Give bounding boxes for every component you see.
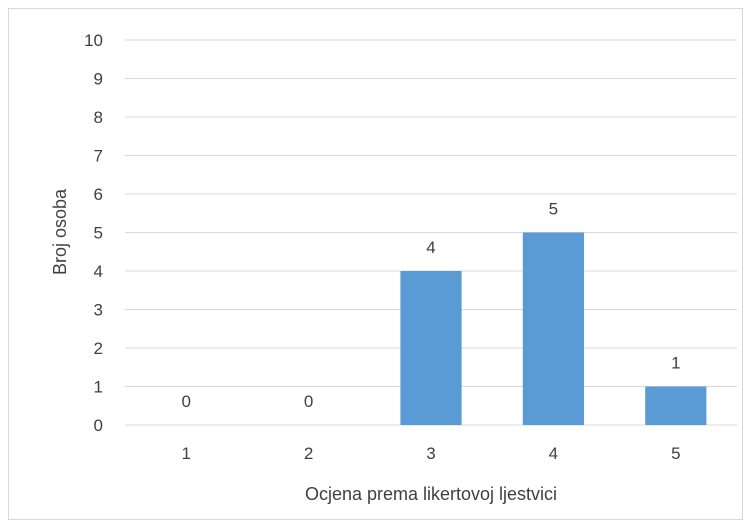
y-tick-label: 2	[94, 339, 103, 358]
y-tick-label: 8	[94, 108, 103, 127]
y-axis-title: Broj osoba	[50, 188, 70, 275]
bar-5	[645, 386, 707, 425]
gridlines	[125, 39, 737, 426]
x-tick-label-5: 5	[671, 444, 680, 463]
y-tick-label: 0	[94, 416, 103, 435]
bar-4	[522, 232, 584, 425]
x-tick-label-3: 3	[426, 444, 435, 463]
y-tick-label: 1	[94, 378, 103, 397]
data-labels: 0 0 4 5 1	[181, 200, 680, 412]
data-label-3: 4	[426, 238, 435, 257]
y-axis-ticks: 0 1 2 3 4 5 6 7 8 9 10	[84, 31, 103, 435]
data-label-1: 0	[181, 392, 190, 411]
y-tick-label: 7	[94, 147, 103, 166]
y-tick-label: 4	[94, 262, 103, 281]
data-label-2: 0	[304, 392, 313, 411]
y-tick-label: 5	[94, 224, 103, 243]
chart-frame	[8, 8, 743, 520]
x-tick-label-2: 2	[304, 444, 313, 463]
y-tick-label: 9	[94, 70, 103, 89]
bars	[400, 232, 707, 425]
x-axis-ticks: 1 2 3 4 5	[181, 444, 680, 463]
data-label-4: 5	[549, 200, 558, 219]
data-label-5: 1	[671, 354, 680, 373]
bar-3	[400, 271, 462, 425]
x-tick-label-1: 1	[181, 444, 190, 463]
y-tick-label: 6	[94, 185, 103, 204]
x-axis-title: Ocjena prema likertovoj ljestvici	[305, 484, 557, 504]
y-tick-label: 10	[84, 31, 103, 50]
y-tick-label: 3	[94, 301, 103, 320]
x-tick-label-4: 4	[549, 444, 558, 463]
